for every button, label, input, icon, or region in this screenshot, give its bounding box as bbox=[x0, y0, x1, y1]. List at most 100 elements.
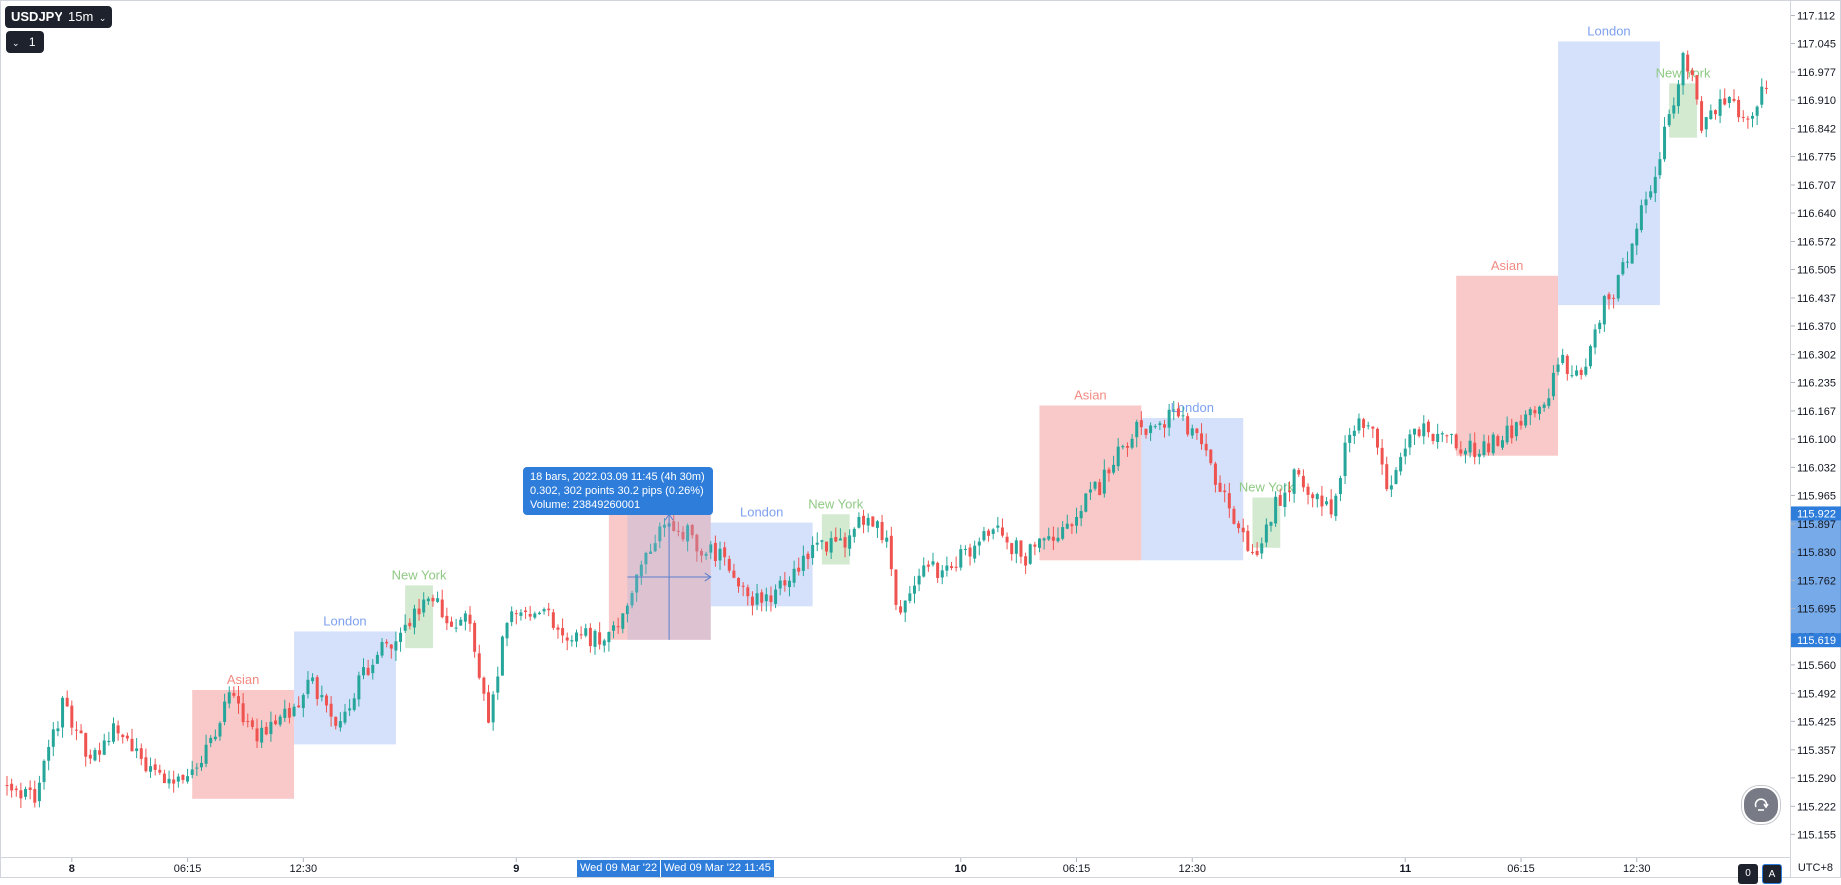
candle-body bbox=[237, 696, 240, 704]
candle-body bbox=[1213, 463, 1217, 485]
candle-body bbox=[1658, 159, 1662, 176]
candle-body bbox=[922, 565, 926, 577]
candle-body bbox=[1204, 443, 1208, 451]
candle-body bbox=[176, 776, 180, 782]
candle-body bbox=[709, 544, 713, 553]
candle-body bbox=[1056, 537, 1060, 542]
candle-body bbox=[1695, 75, 1699, 100]
interval-label: 15m bbox=[68, 9, 94, 24]
candle-body bbox=[1366, 425, 1370, 427]
time-tick-label: 10 bbox=[955, 863, 967, 875]
candle-body bbox=[727, 558, 731, 571]
candle-body bbox=[51, 729, 55, 747]
candle-body bbox=[1547, 398, 1551, 406]
candle-body bbox=[1760, 86, 1764, 105]
candle-body bbox=[723, 547, 727, 558]
candle-body bbox=[1061, 527, 1065, 539]
candle-body bbox=[1667, 114, 1671, 126]
price-tick-label: 116.167 bbox=[1797, 406, 1836, 418]
candle-body bbox=[445, 615, 449, 624]
time-tick-label: 12:30 bbox=[290, 863, 318, 875]
price-tick-label: 115.290 bbox=[1797, 773, 1836, 785]
symbol-button[interactable]: USDJPY bbox=[5, 6, 70, 28]
price-tick-label: 116.707 bbox=[1797, 180, 1836, 192]
candle-body bbox=[283, 708, 287, 718]
candle-body bbox=[829, 538, 833, 553]
session-label: London bbox=[1171, 400, 1214, 415]
candle-body bbox=[1274, 496, 1278, 524]
candle-body bbox=[348, 708, 352, 711]
candle-body bbox=[61, 697, 65, 728]
candle-body bbox=[47, 747, 51, 761]
candle-body bbox=[190, 769, 194, 775]
candle-body bbox=[1635, 228, 1639, 246]
price-tick-label: 116.100 bbox=[1797, 434, 1836, 446]
candle-body bbox=[1408, 434, 1412, 448]
candle-body bbox=[1237, 523, 1241, 529]
candle-body bbox=[1311, 494, 1315, 499]
price-tick-label: 115.762 bbox=[1797, 575, 1836, 587]
candle-body bbox=[1542, 404, 1546, 408]
candle-body bbox=[1709, 110, 1713, 120]
interval-button[interactable]: 15m ⌄ bbox=[62, 6, 113, 28]
candle-body bbox=[306, 679, 310, 695]
candle-body bbox=[565, 637, 569, 641]
price-label-box bbox=[1791, 506, 1841, 521]
candle-body bbox=[1112, 464, 1116, 473]
candle-body bbox=[866, 517, 870, 526]
candle-body bbox=[1037, 538, 1041, 548]
candle-body bbox=[1042, 538, 1046, 541]
candle-body bbox=[1246, 530, 1250, 551]
candle-body bbox=[1088, 489, 1092, 493]
candle-body bbox=[1098, 482, 1102, 496]
layers-toggle-button[interactable]: ⌄ 1 bbox=[6, 31, 44, 53]
tooltip-volume-line: Volume: 23849260001 bbox=[530, 499, 641, 511]
candle-body bbox=[1575, 370, 1579, 376]
candle-body bbox=[343, 711, 347, 723]
candle-body bbox=[1107, 469, 1111, 474]
candle-body bbox=[510, 611, 514, 623]
candles-layer bbox=[5, 50, 1768, 808]
candle-body bbox=[857, 517, 861, 528]
candle-body bbox=[1473, 442, 1477, 458]
reset-chart-button[interactable] bbox=[1742, 786, 1780, 824]
rotate-icon bbox=[1754, 798, 1769, 811]
measure-tooltip: 18 bars, 2022.03.09 11:45 (4h 30m) 0.302… bbox=[523, 467, 713, 515]
candle-body bbox=[1153, 426, 1157, 428]
session-label: New York bbox=[1239, 480, 1294, 495]
measure-arrowhead bbox=[704, 572, 712, 582]
candle-body bbox=[1306, 486, 1310, 495]
session-label: Asian bbox=[227, 672, 260, 687]
candle-body bbox=[1639, 205, 1643, 230]
candle-body bbox=[324, 695, 328, 706]
candle-body bbox=[1079, 511, 1083, 519]
candle-body bbox=[473, 622, 477, 652]
candle-body bbox=[116, 725, 120, 734]
candle-body bbox=[579, 634, 583, 636]
candle-body bbox=[204, 744, 208, 764]
candle-body bbox=[1436, 433, 1440, 442]
candle-body bbox=[1598, 322, 1602, 330]
candle-body bbox=[98, 750, 102, 755]
candle-body bbox=[111, 723, 115, 742]
candle-body bbox=[551, 612, 555, 628]
candle-body bbox=[181, 774, 185, 780]
timezone-label[interactable]: UTC+8 bbox=[1797, 862, 1833, 874]
candle-body bbox=[926, 564, 930, 567]
scale-mode-button[interactable]: 0 bbox=[1738, 864, 1758, 884]
candle-body bbox=[963, 548, 967, 550]
candle-body bbox=[440, 599, 444, 618]
candle-body bbox=[1209, 449, 1213, 464]
price-tick-label: 115.560 bbox=[1797, 660, 1836, 672]
candle-body bbox=[1144, 428, 1148, 435]
candle-body bbox=[968, 547, 972, 557]
candle-body bbox=[70, 705, 74, 728]
candle-body bbox=[278, 716, 282, 725]
candle-body bbox=[593, 630, 597, 647]
auto-scale-button[interactable]: A bbox=[1762, 864, 1782, 884]
candle-body bbox=[10, 783, 14, 791]
candle-body bbox=[1260, 543, 1264, 554]
candle-body bbox=[936, 562, 940, 578]
candle-body bbox=[644, 552, 648, 565]
